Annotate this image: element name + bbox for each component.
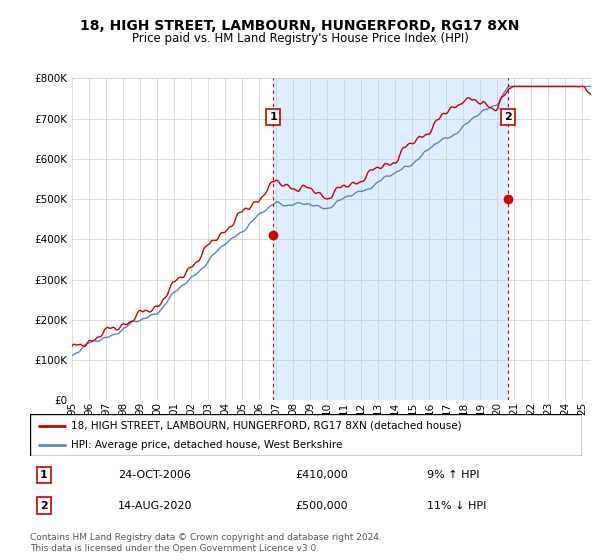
Text: £410,000: £410,000: [295, 470, 348, 480]
Text: 11% ↓ HPI: 11% ↓ HPI: [427, 501, 487, 511]
Text: 18, HIGH STREET, LAMBOURN, HUNGERFORD, RG17 8XN: 18, HIGH STREET, LAMBOURN, HUNGERFORD, R…: [80, 18, 520, 32]
Text: 14-AUG-2020: 14-AUG-2020: [118, 501, 193, 511]
Text: HPI: Average price, detached house, West Berkshire: HPI: Average price, detached house, West…: [71, 440, 343, 450]
Text: 9% ↑ HPI: 9% ↑ HPI: [427, 470, 480, 480]
Text: 1: 1: [40, 470, 47, 480]
Bar: [273, 78, 508, 400]
Text: £500,000: £500,000: [295, 501, 347, 511]
Text: Price paid vs. HM Land Registry's House Price Index (HPI): Price paid vs. HM Land Registry's House …: [131, 31, 469, 45]
Text: 18, HIGH STREET, LAMBOURN, HUNGERFORD, RG17 8XN (detached house): 18, HIGH STREET, LAMBOURN, HUNGERFORD, R…: [71, 421, 462, 431]
Text: Contains HM Land Registry data © Crown copyright and database right 2024.
This d: Contains HM Land Registry data © Crown c…: [30, 533, 382, 553]
Text: 24-OCT-2006: 24-OCT-2006: [118, 470, 191, 480]
Text: 1: 1: [269, 112, 277, 122]
Text: 2: 2: [504, 112, 512, 122]
Text: 2: 2: [40, 501, 47, 511]
